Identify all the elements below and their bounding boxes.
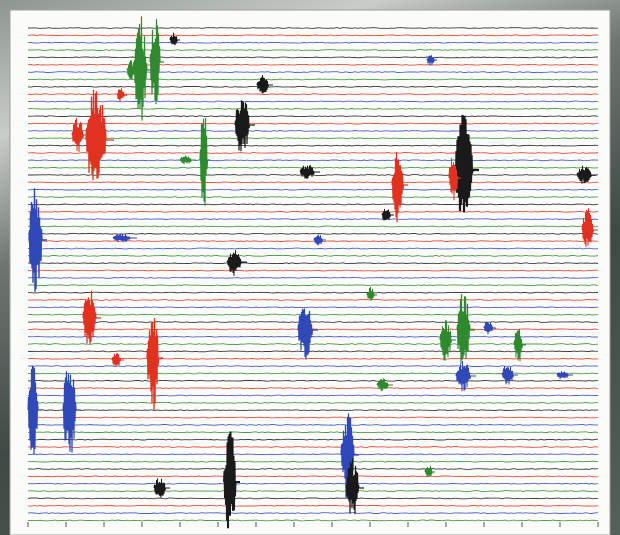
trace-line (28, 50, 598, 51)
trace-line (28, 513, 598, 514)
paper (10, 10, 610, 535)
helicorder-record (0, 0, 620, 535)
trace-line (28, 160, 598, 161)
trace-line (28, 491, 598, 492)
trace-line (28, 307, 598, 308)
seismogram-photo (0, 0, 620, 535)
trace-line (28, 292, 598, 293)
trace-line (28, 42, 598, 43)
trace-line (28, 469, 598, 470)
trace-line (28, 366, 598, 367)
trace-line (28, 417, 598, 418)
